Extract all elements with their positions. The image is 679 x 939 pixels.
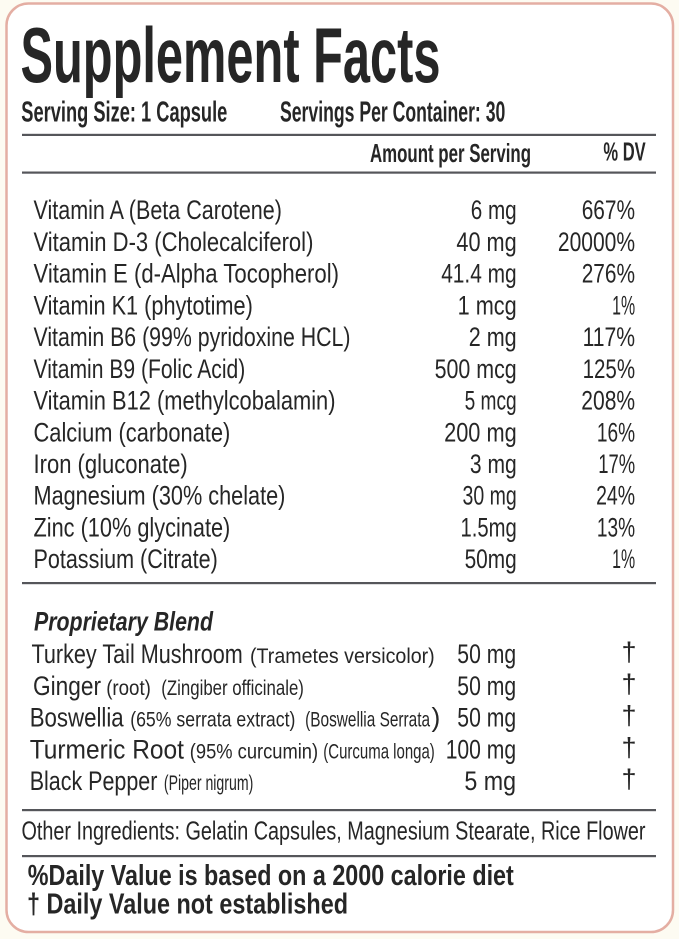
svg-text:125%: 125% (583, 354, 636, 384)
svg-text:Vitamin B9 (Folic Acid): Vitamin B9 (Folic Acid) (34, 354, 246, 384)
svg-text:Turkey Tail Mushroom: Turkey Tail Mushroom (32, 639, 243, 669)
svg-text:Vitamin B6 (99% pyridoxine HCL: Vitamin B6 (99% pyridoxine HCL) (34, 322, 351, 352)
svg-text:17%: 17% (598, 449, 635, 479)
svg-text:276%: 276% (582, 259, 635, 289)
svg-text:% DV: % DV (603, 137, 646, 167)
svg-text:Boswellia: Boswellia (30, 703, 124, 733)
svg-text:(65% serrata extract): (65% serrata extract) (130, 709, 295, 732)
svg-text:Potassium (Citrate): Potassium (Citrate) (34, 544, 218, 574)
svg-text:1 mcg: 1 mcg (458, 290, 517, 320)
svg-text:†: † (622, 669, 637, 699)
svg-text:Proprietary Blend: Proprietary Blend (34, 607, 214, 637)
svg-text:100 mg: 100 mg (446, 734, 516, 764)
svg-text:200 mg: 200 mg (444, 417, 517, 447)
svg-text:(root): (root) (106, 677, 151, 700)
svg-text:24%: 24% (596, 481, 635, 511)
svg-text:(Boswellia Serrata: (Boswellia Serrata (305, 709, 430, 732)
svg-text:Supplement Facts: Supplement Facts (21, 11, 441, 99)
svg-text:Serving Size: 1 Capsule: Serving Size: 1 Capsule (21, 96, 227, 128)
svg-text:500 mcg: 500 mcg (435, 354, 517, 384)
svg-text:(Curcuma longa): (Curcuma longa) (323, 740, 435, 763)
svg-text:Vitamin B12 (methylcobalamin): Vitamin B12 (methylcobalamin) (34, 386, 336, 416)
svg-text:16%: 16% (597, 417, 635, 447)
svg-text:†: † (622, 701, 637, 731)
svg-text:Iron (gluconate): Iron (gluconate) (34, 449, 188, 479)
svg-text:208%: 208% (581, 386, 635, 416)
svg-text:50mg: 50mg (465, 544, 517, 574)
svg-text:(Piper nigrum): (Piper nigrum) (164, 772, 253, 795)
svg-text:Other Ingredients: Gelatin Cap: Other Ingredients: Gelatin Capsules, Mag… (22, 816, 646, 846)
svg-text:Zinc (10% glycinate): Zinc (10% glycinate) (34, 512, 231, 542)
svg-text:40 mg: 40 mg (456, 227, 516, 257)
svg-text:%Daily Value is based on a 200: %Daily Value is based on a 2000 calorie … (28, 860, 514, 892)
svg-text:5 mg: 5 mg (464, 766, 516, 796)
svg-text:13%: 13% (597, 512, 635, 542)
svg-text:† Daily Value not established: † Daily Value not established (27, 889, 348, 921)
svg-text:Ginger: Ginger (33, 671, 101, 701)
svg-text:50 mg: 50 mg (457, 703, 516, 733)
svg-text:6 mg: 6 mg (471, 195, 517, 225)
svg-text:3 mg: 3 mg (470, 449, 517, 479)
svg-text:Amount per Serving: Amount per Serving (370, 138, 531, 168)
svg-text:1%: 1% (612, 290, 635, 320)
svg-text:Calcium (carbonate): Calcium (carbonate) (34, 417, 231, 447)
svg-text:667%: 667% (582, 195, 635, 225)
svg-text:Vitamin D-3 (Cholecalciferol): Vitamin D-3 (Cholecalciferol) (34, 227, 314, 257)
svg-text:50 mg: 50 mg (457, 671, 516, 701)
svg-text:30 mg: 30 mg (463, 481, 517, 511)
svg-text:2 mg: 2 mg (469, 322, 517, 352)
svg-text:Servings Per Container: 30: Servings Per Container: 30 (280, 96, 505, 128)
svg-text:Vitamin A (Beta Carotene): Vitamin A (Beta Carotene) (34, 195, 282, 225)
svg-text:1%: 1% (612, 544, 635, 574)
svg-text:41.4 mg: 41.4 mg (441, 259, 517, 289)
svg-text:Magnesium (30% chelate): Magnesium (30% chelate) (34, 481, 286, 511)
svg-text:(Trametes versicolor): (Trametes versicolor) (250, 645, 435, 668)
svg-text:†: † (622, 637, 637, 667)
svg-text:†: † (622, 732, 637, 762)
svg-text:(95% curcumin): (95% curcumin) (190, 740, 318, 763)
svg-text:1.5mg: 1.5mg (461, 512, 517, 542)
svg-text:Black Pepper: Black Pepper (30, 766, 158, 796)
svg-text:): ) (432, 703, 441, 733)
svg-text:(Zingiber officinale): (Zingiber officinale) (161, 677, 304, 700)
svg-text:50 mg: 50 mg (457, 639, 516, 669)
svg-text:†: † (622, 764, 637, 794)
svg-text:5 mcg: 5 mcg (465, 386, 517, 416)
svg-text:117%: 117% (583, 322, 636, 352)
svg-text:Vitamin K1 (phytotime): Vitamin K1 (phytotime) (34, 290, 253, 320)
svg-text:Vitamin E (d-Alpha Tocopherol): Vitamin E (d-Alpha Tocopherol) (34, 259, 340, 289)
svg-text:Turmeric Root: Turmeric Root (30, 734, 185, 764)
svg-text:20000%: 20000% (558, 227, 635, 257)
